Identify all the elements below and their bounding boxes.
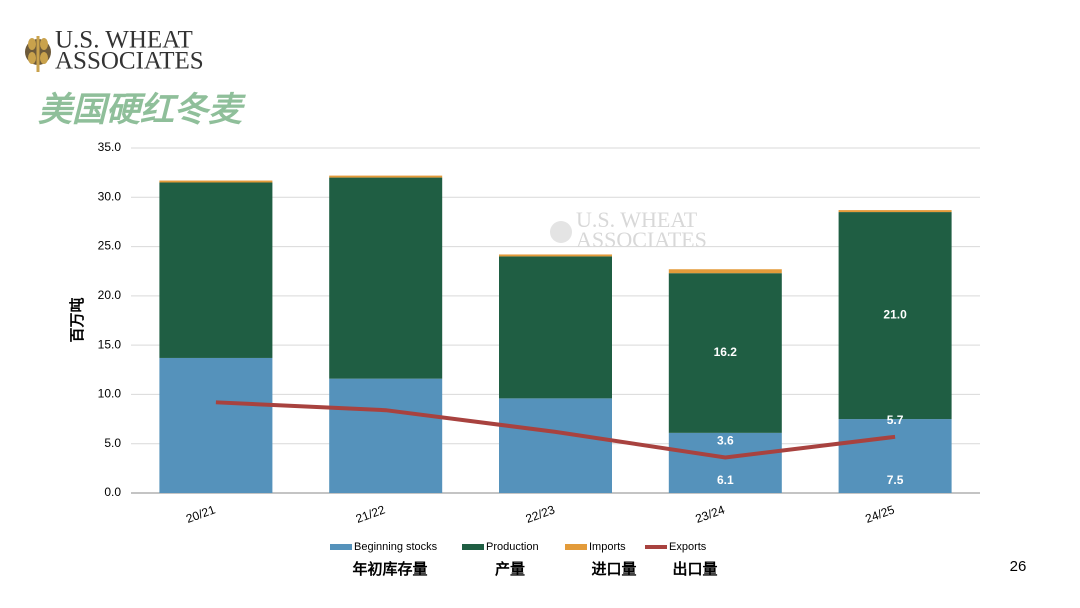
data-label: 3.6 [717,434,734,448]
x-tick-label: 22/23 [524,502,557,526]
data-label: 5.7 [887,413,904,427]
x-tick-label: 21/22 [354,502,387,526]
legend-label: Beginning stocks [354,541,438,553]
legend-label-cn: 出口量 [672,560,717,578]
bar [668,432,782,493]
y-tick-label: 5.0 [104,436,121,450]
legend-label: Imports [589,541,626,553]
slide-title: 美国硬红冬麦 [38,91,246,129]
bar [159,182,273,358]
legend-swatch [565,544,587,550]
bar [159,180,273,183]
x-tick-label: 24/25 [863,502,896,526]
legend-label-cn: 年初库存量 [352,560,427,578]
y-tick-label: 25.0 [98,239,122,253]
legend-swatch [462,544,484,550]
logo-icon [25,36,51,72]
legend-label-cn: 进口量 [591,561,636,578]
data-label: 7.5 [887,473,904,487]
bar [159,357,273,493]
bar [668,269,782,274]
y-tick-label: 35.0 [98,140,122,154]
y-tick-label: 10.0 [98,387,122,401]
logo-text: ASSOCIATES [55,48,204,75]
bar [499,256,612,399]
x-tick-label: 20/21 [184,502,217,526]
bar [668,273,782,433]
y-axis-label: 百万吨 [68,297,86,342]
y-tick-label: 0.0 [104,485,121,499]
legend-label: Production [486,541,539,553]
y-tick-label: 30.0 [98,189,122,203]
watermark: ASSOCIATES [576,227,707,252]
legend-label: Exports [669,541,707,553]
line [215,400,896,460]
bar [499,254,612,257]
x-tick-label: 23/24 [694,502,727,526]
bar [499,398,612,493]
bar [329,175,443,178]
logo-text: U.S. WHEAT [55,27,193,54]
page-number: 26 [1010,558,1027,575]
data-label: 6.1 [717,473,734,487]
data-label: 21.0 [883,308,907,322]
watermark-icon [550,221,572,243]
legend-label-cn: 产量 [495,560,525,578]
legend-swatch [330,544,352,550]
bar [329,378,443,493]
bar [838,419,952,493]
y-tick-label: 20.0 [98,288,122,302]
bar [838,210,952,213]
bar [838,212,952,420]
bar [329,177,443,379]
watermark: U.S. WHEAT [576,207,698,232]
y-tick-label: 15.0 [98,337,122,351]
data-label: 16.2 [714,345,738,359]
